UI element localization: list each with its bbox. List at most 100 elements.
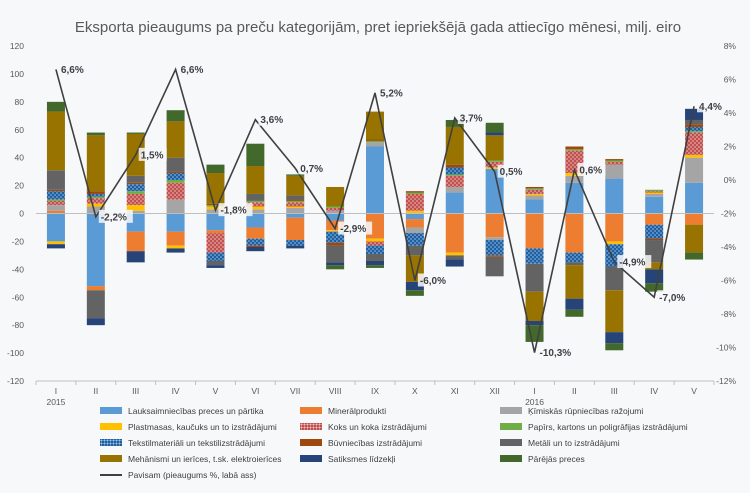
legend-swatch — [300, 455, 322, 462]
x-tick-label: VI — [251, 386, 259, 396]
bar-segment-9 — [445, 255, 464, 260]
bar-segment-10 — [565, 265, 584, 299]
bar-segment-2 — [246, 227, 265, 239]
bar-segment-6 — [565, 149, 584, 151]
data-label-background — [537, 345, 578, 359]
bar-segment-11 — [605, 332, 624, 344]
bar-segment-12 — [366, 265, 384, 268]
bar-segment-11 — [405, 281, 424, 291]
bar-segment-12 — [485, 122, 504, 133]
line-data-label: 3,6% — [258, 112, 287, 126]
legend-item: Pārējās preces — [500, 453, 700, 464]
bar-segment-12 — [206, 164, 225, 174]
bar-segment-1 — [525, 199, 544, 214]
x-year-label: 2016 — [525, 397, 544, 407]
data-label-background — [417, 273, 452, 287]
legend-item: Plastmasas, kaučuks un to izstrādājumi — [100, 421, 300, 432]
data-label-text: 5,2% — [380, 88, 403, 99]
legend-label: Ķīmiskās rūpniecības ražojumi — [528, 405, 644, 416]
legend-item: Mehānismi un ierīces, t.sk. elektroierīc… — [100, 453, 300, 464]
y-tick-label: -80 — [12, 320, 25, 330]
bar-segment-8 — [166, 171, 185, 174]
bar-segment-8 — [405, 191, 424, 193]
bar-segment-2 — [565, 213, 584, 253]
bar-segment-11 — [246, 247, 265, 252]
bar-segment-10 — [166, 121, 185, 158]
bar-segment-3 — [166, 199, 185, 214]
bar-segment-3 — [286, 207, 305, 214]
legend-swatch — [300, 439, 322, 446]
x-tick-label: V — [213, 386, 219, 396]
x-tick-label: II — [572, 386, 577, 396]
bar-segment-5 — [685, 132, 704, 155]
bar-segment-8 — [246, 245, 265, 247]
data-label-background — [378, 85, 406, 99]
line-data-label: 4,4% — [697, 99, 726, 113]
bar-segment-1 — [485, 168, 504, 214]
bar-segment-10 — [326, 186, 345, 207]
bar-segment-7 — [525, 248, 544, 264]
data-label-background — [657, 290, 692, 304]
bar-segment-2 — [605, 213, 624, 242]
y2-tick-label: 2% — [724, 142, 737, 152]
bar-segment-2 — [405, 219, 424, 228]
data-label-text: 3,7% — [460, 114, 483, 125]
bar-segment-11 — [445, 259, 464, 267]
bar-segment-6 — [326, 206, 345, 208]
y-tick-label: -100 — [7, 348, 24, 358]
legend-swatch — [100, 455, 122, 462]
legend-label: Papīrs, kartons un poligrāfijas izstrādā… — [528, 421, 688, 432]
y-axis-left: 120 100 80 60 40 20 0 -20 -40 -60 -80 -100 -120 — [7, 41, 24, 386]
bar-segment-9 — [166, 157, 185, 172]
bar-segment-6 — [46, 199, 65, 201]
bar-segment-11 — [366, 260, 384, 266]
y-tick-label: 60 — [15, 125, 25, 135]
bar-segment-9 — [246, 193, 265, 201]
chart-legend: Lauksaimniecības preces un pārtika Minerā… — [100, 405, 700, 480]
bar-segment-12 — [405, 290, 424, 296]
bar-segment-6 — [166, 180, 185, 183]
legend-swatch — [300, 407, 322, 414]
data-label-background — [617, 255, 652, 269]
bar-segment-11 — [206, 265, 225, 268]
data-label-background — [697, 99, 726, 113]
bar-segment-3 — [605, 164, 624, 179]
data-label-background — [497, 164, 526, 178]
legend-label: Koks un koka izstrādājumi — [328, 421, 427, 432]
bar-segment-1 — [46, 213, 65, 242]
bar-segment-7 — [46, 191, 65, 200]
bar-segment-5 — [126, 193, 145, 206]
line-data-label: -2,2% — [98, 209, 133, 223]
data-label-background — [338, 221, 373, 235]
bar-segment-10 — [645, 262, 664, 270]
bar-segment-12 — [525, 325, 544, 342]
line-data-label: 3,7% — [457, 111, 486, 125]
legend-swatch — [500, 455, 522, 462]
bar-segment-10 — [685, 224, 704, 253]
bar-segment-4 — [166, 245, 185, 249]
legend-swatch — [300, 423, 322, 430]
total-growth-polyline — [55, 67, 695, 353]
y2-tick-label: -8% — [721, 309, 737, 319]
bar-segment-7 — [166, 173, 185, 180]
bar-segment-2 — [46, 210, 65, 214]
bar-segment-12 — [246, 143, 265, 167]
bar-segment-1 — [605, 178, 624, 214]
y2-tick-label: -2% — [721, 209, 737, 219]
bar-segment-11 — [645, 269, 664, 284]
bar-segment-7 — [405, 233, 424, 246]
line-data-label: 6,6% — [178, 62, 207, 76]
x-tick-label: IX — [371, 386, 379, 396]
data-label-text: 0,5% — [500, 167, 523, 178]
data-label-text: -6,0% — [420, 276, 446, 287]
bar-segment-7 — [565, 252, 584, 263]
bar-segment-9 — [685, 119, 704, 125]
line-data-label: -2,9% — [338, 221, 373, 235]
bar-segment-1 — [645, 196, 664, 214]
bar-segment-8 — [565, 146, 584, 150]
total-growth-labels: 6,6% -2,2% 1,5% 6,6% -1,8% 3,6% 0,7% -2,9% 5,2% -… — [58, 62, 726, 359]
bar-segment-4 — [405, 210, 424, 214]
line-data-label: -6,0% — [417, 273, 452, 287]
